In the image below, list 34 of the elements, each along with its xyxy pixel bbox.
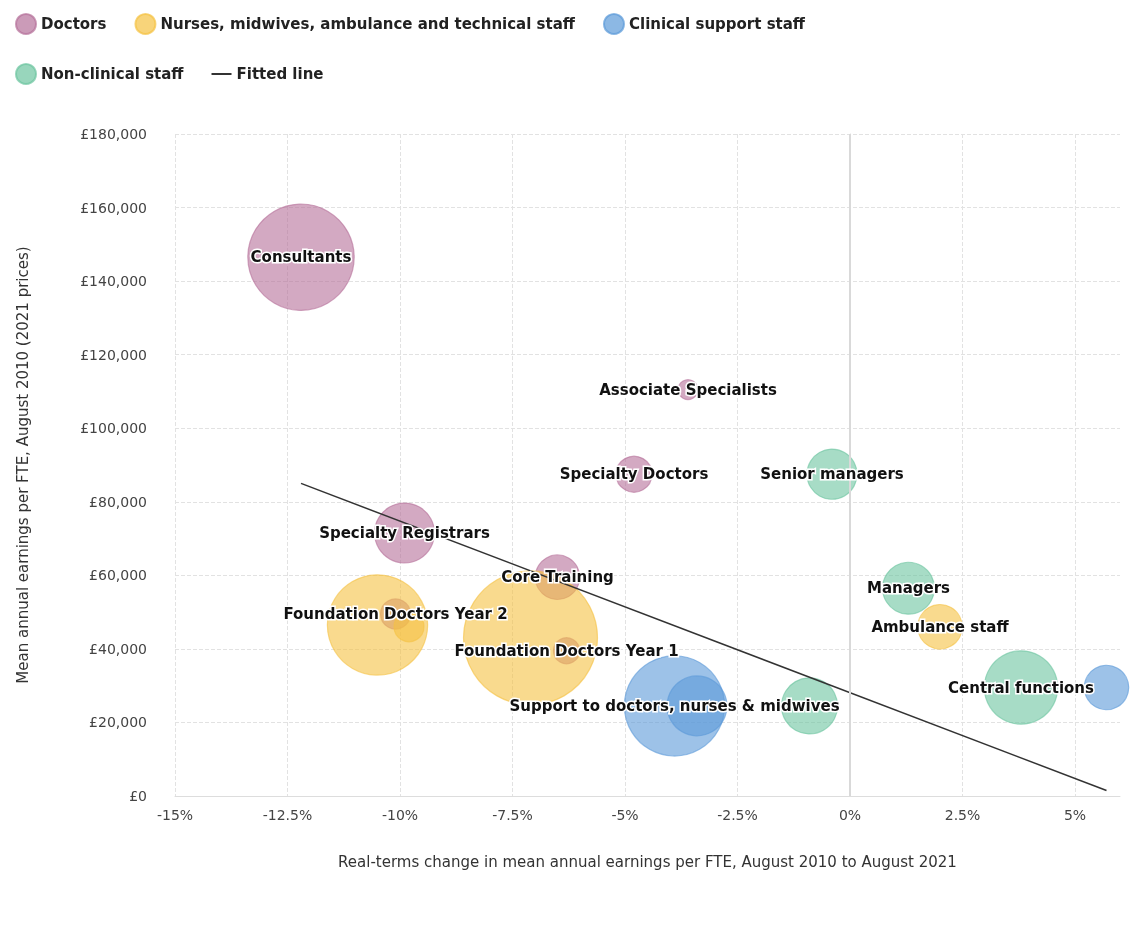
annotation: Central functions — [948, 678, 1095, 697]
x-tick-label: -5% — [611, 807, 639, 823]
legend-label: Non-clinical staff — [41, 65, 185, 83]
y-tick-label: £40,000 — [89, 640, 147, 657]
x-tick-label: -12.5% — [262, 807, 313, 823]
x-tick-label: 2.5% — [944, 807, 981, 823]
y-tick-label: £180,000 — [80, 126, 147, 142]
annotation: Senior managers — [760, 465, 904, 484]
annotation: Associate Specialists — [599, 380, 777, 399]
legend-label: Doctors — [41, 15, 107, 33]
y-tick-label: £60,000 — [89, 567, 147, 584]
y-tick-label: £100,000 — [80, 420, 147, 437]
x-tick-label: -15% — [156, 807, 194, 823]
y-tick-label: £120,000 — [80, 346, 147, 363]
y-axis-title: Mean annual earnings per FTE, August 2010 (2021 prices) — [13, 246, 32, 684]
annotation: Consultants — [250, 248, 352, 267]
x-axis-title: Real-terms change in mean annual earnings per FTE, August 2010 to August 2021 — [338, 852, 957, 871]
y-tick-label: £0 — [129, 788, 147, 804]
y-tick-label: £140,000 — [80, 273, 147, 290]
x-tick-label: -2.5% — [717, 807, 758, 823]
annotation: Foundation Doctors Year 1 — [454, 641, 679, 660]
x-tick-label: -7.5% — [492, 807, 533, 823]
legend-label: Nurses, midwives, ambulance and technical staff — [160, 15, 576, 33]
annotation: Specialty Doctors — [559, 465, 709, 484]
y-tick-label: £80,000 — [89, 493, 147, 510]
x-tick-label: 5% — [1063, 807, 1087, 823]
legend-label: Clinical support staff — [628, 15, 806, 33]
y-tick-label: £160,000 — [80, 199, 147, 216]
x-tick-label: -10% — [381, 807, 419, 823]
y-tick-label: £20,000 — [89, 714, 147, 731]
annotation: Managers — [866, 579, 951, 598]
legend-label: Fitted line — [236, 65, 324, 83]
annotation: Core Training — [501, 568, 614, 587]
x-tick-label: 0% — [838, 807, 862, 823]
